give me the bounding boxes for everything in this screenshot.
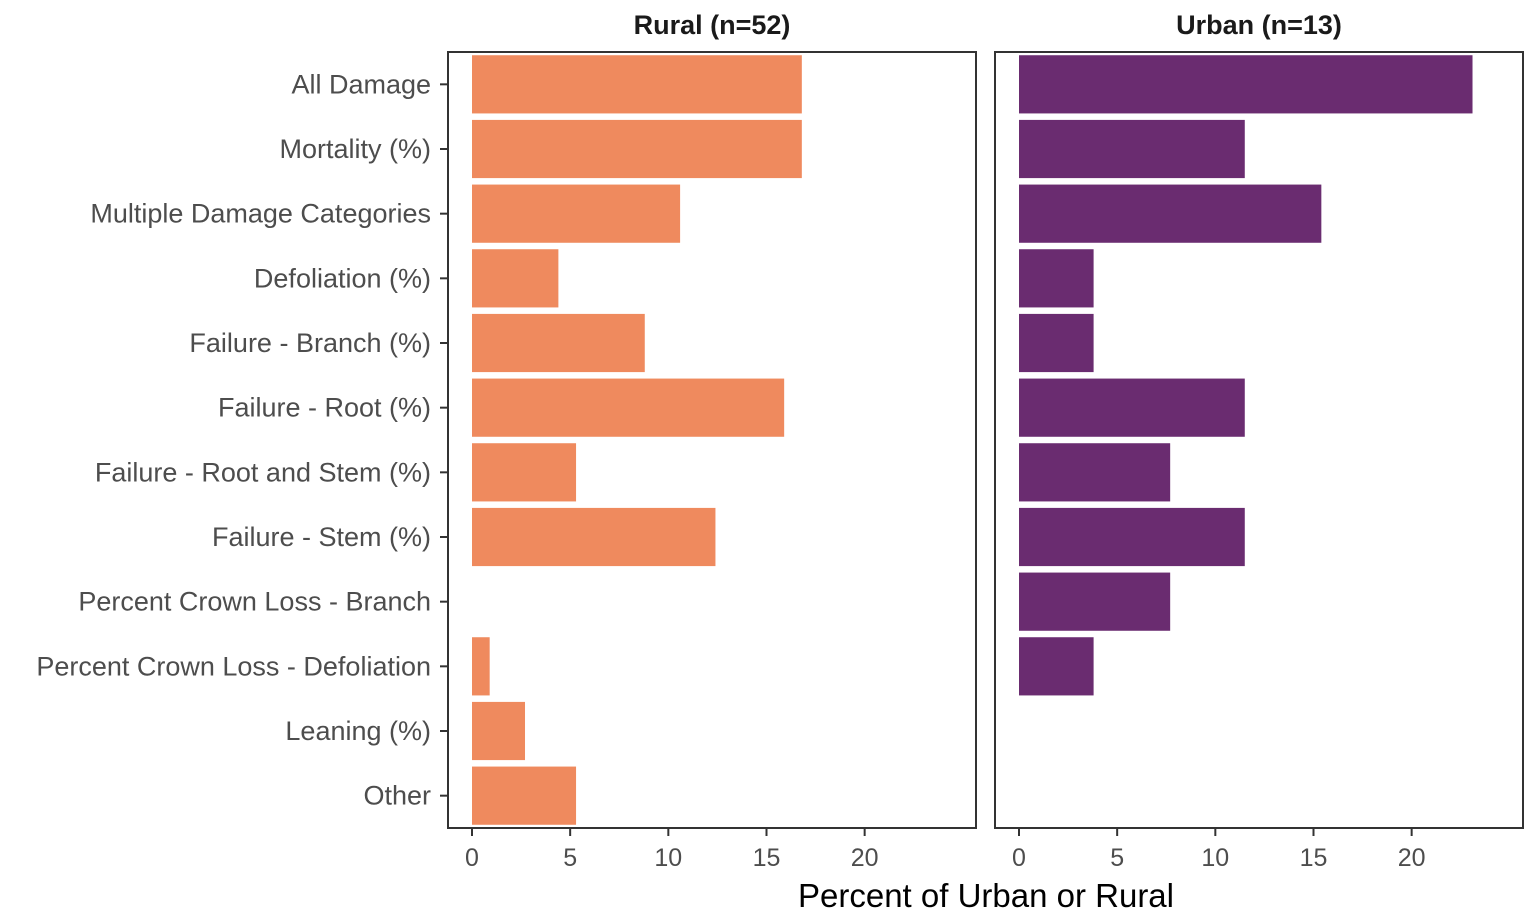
x-tick-label: 15: [1300, 844, 1328, 872]
panel-urban-n-13: Urban (n=13) 0 5 10 15 20: [994, 10, 1524, 872]
x-tick-label: 10: [1201, 844, 1229, 872]
x-tick-label: 20: [851, 844, 879, 872]
category-axis-labels: All Damage Mortality (%) Multiple Damage C…: [36, 69, 448, 811]
bar-urban-n-13-percent-crown-loss-defoliation: [1019, 637, 1094, 696]
bar-urban-n-13-defoliation: [1019, 249, 1094, 308]
bar-urban-n-13-mortality: [1019, 119, 1245, 179]
x-tick-label: 0: [465, 844, 479, 872]
category-label-all-damage: All Damage: [291, 69, 431, 99]
bar-urban-n-13-failure-stem: [1019, 507, 1245, 567]
category-label-failure-stem: Failure - Stem (%): [212, 522, 431, 552]
category-label-multiple-damage-categories: Multiple Damage Categories: [90, 199, 431, 229]
x-tick-label: 0: [1012, 844, 1026, 872]
panel-rural-n-52: Rural (n=52) 0 5 10 15 20: [447, 10, 977, 872]
bar-rural-n-52-multiple-damage-categories: [472, 184, 681, 243]
bar-urban-n-13-failure-root: [1019, 378, 1245, 437]
bar-urban-n-13-percent-crown-loss-branch: [1019, 572, 1171, 631]
x-tick-label: 10: [654, 844, 682, 872]
panel-title-rural-n-52: Rural (n=52): [634, 10, 791, 40]
category-label-other: Other: [363, 781, 431, 811]
bar-rural-n-52-failure-root: [472, 378, 785, 437]
category-label-mortality: Mortality (%): [279, 134, 431, 164]
bar-rural-n-52-mortality: [472, 119, 802, 179]
x-tick-label: 15: [753, 844, 781, 872]
x-tick-label: 5: [563, 844, 577, 872]
x-axis-title: Percent of Urban or Rural: [798, 877, 1174, 914]
bar-rural-n-52-all-damage: [472, 55, 802, 114]
bar-rural-n-52-defoliation: [472, 249, 559, 308]
bar-urban-n-13-all-damage: [1019, 55, 1473, 114]
category-label-leaning: Leaning (%): [285, 716, 431, 746]
category-label-failure-branch: Failure - Branch (%): [189, 328, 431, 358]
bar-urban-n-13-multiple-damage-categories: [1019, 184, 1322, 243]
bar-rural-n-52-leaning: [472, 701, 526, 761]
bar-rural-n-52-percent-crown-loss-defoliation: [472, 637, 490, 696]
bar-rural-n-52-other: [472, 766, 577, 825]
x-tick-label: 5: [1110, 844, 1124, 872]
panel-border: [994, 51, 1524, 829]
x-tick-label: 20: [1398, 844, 1426, 872]
category-label-failure-root: Failure - Root (%): [218, 393, 431, 423]
panel-border: [447, 51, 977, 829]
category-label-defoliation: Defoliation (%): [254, 263, 431, 293]
bar-rural-n-52-failure-stem: [472, 507, 716, 567]
bar-rural-n-52-failure-branch: [472, 313, 645, 373]
bar-urban-n-13-failure-root-and-stem: [1019, 443, 1171, 502]
category-label-percent-crown-loss-defoliation: Percent Crown Loss - Defoliation: [36, 651, 431, 681]
bar-rural-n-52-failure-root-and-stem: [472, 443, 577, 502]
category-label-failure-root-and-stem: Failure - Root and Stem (%): [95, 457, 431, 487]
panel-title-urban-n-13: Urban (n=13): [1176, 10, 1342, 40]
bar-urban-n-13-failure-branch: [1019, 313, 1094, 373]
panels: Rural (n=52) 0 5 10 15 20 Urban (n=13) 0 5 10 15 20: [447, 10, 1524, 872]
category-label-percent-crown-loss-branch: Percent Crown Loss - Branch: [78, 587, 431, 617]
